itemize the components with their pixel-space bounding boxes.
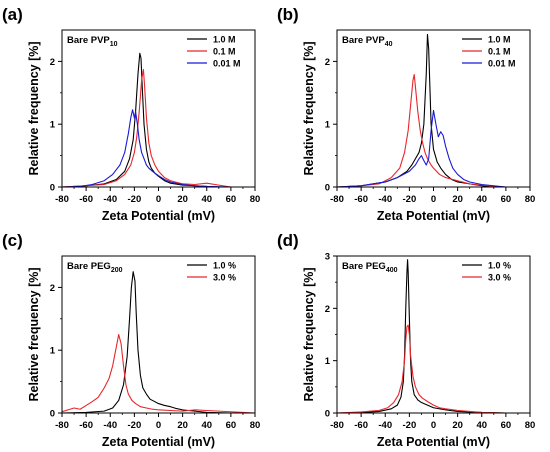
x-tick-label: -60 <box>79 194 93 205</box>
y-tick-label: 2 <box>325 304 330 315</box>
x-tick-label: 60 <box>226 194 237 205</box>
series-line-3-0 <box>337 324 530 413</box>
y-tick-label: 0 <box>325 183 330 194</box>
x-tick-label: -20 <box>128 194 142 205</box>
x-tick-label: 80 <box>250 420 261 431</box>
x-tick-label: 20 <box>452 194 463 205</box>
y-tick-label: 2 <box>325 57 330 68</box>
chart-title: Bare PEG400 <box>342 261 398 274</box>
x-tick-label: -80 <box>55 194 69 205</box>
series-line-0-01-M <box>337 109 530 187</box>
x-tick-label: 40 <box>476 194 487 205</box>
x-tick-label: 20 <box>177 420 188 431</box>
legend-label: 0.1 M <box>488 47 511 57</box>
series-line-3-0 <box>62 333 255 413</box>
chart-svg: (c) -80 -60 -40 -20 0 20 40 60 80 0 1 2 Zeta Potentia… <box>2 231 261 449</box>
legend-label: 1.0 M <box>213 35 236 45</box>
series-group <box>62 52 255 187</box>
chart-title: Bare PEG200 <box>67 261 123 274</box>
series-line-0-1-M <box>337 74 530 187</box>
x-tick-label: 60 <box>501 420 512 431</box>
x-tick-label: 20 <box>177 194 188 205</box>
y-tick-label: 1 <box>50 120 56 131</box>
x-tick-label: 80 <box>525 194 536 205</box>
legend-label: 0.01 M <box>213 59 241 69</box>
x-axis-label: Zeta Potential (mV) <box>377 435 490 449</box>
x-tick-label: -40 <box>378 420 392 431</box>
legend-label: 0.1 M <box>213 47 236 57</box>
chart-svg: (d) -80 -60 -40 -20 0 20 40 60 80 0 1 2 3 Zeta Potenti… <box>277 231 536 449</box>
panel-c: (c) -80 -60 -40 -20 0 20 40 60 80 0 1 2 Zeta Potentia… <box>0 226 275 452</box>
y-axis-label: Relative frequency [%] <box>27 41 41 175</box>
legend-label: 1.0 % <box>213 261 236 271</box>
legend-label: 1.0 M <box>488 35 511 45</box>
x-tick-label: -20 <box>403 420 417 431</box>
x-tick-label: 0 <box>431 420 436 431</box>
panel-label: (d) <box>277 231 299 250</box>
series-group <box>62 271 255 413</box>
y-tick-label: 0 <box>325 409 330 420</box>
series-line-1-0 <box>62 271 255 413</box>
series-line-0-1-M <box>62 69 255 187</box>
series-group <box>337 259 530 413</box>
chart-title: Bare PVP10 <box>67 35 118 48</box>
x-tick-label: 0 <box>431 194 436 205</box>
x-tick-label: -40 <box>103 420 117 431</box>
y-tick-label: 1 <box>325 120 331 131</box>
x-tick-label: 40 <box>201 194 212 205</box>
x-tick-label: 0 <box>156 194 161 205</box>
x-tick-label: -80 <box>330 194 344 205</box>
x-tick-label: -20 <box>128 420 142 431</box>
chart-svg: (b) -80 -60 -40 -20 0 20 40 60 80 0 1 2 Zeta Potentia… <box>277 5 536 223</box>
x-tick-label: 20 <box>452 420 463 431</box>
y-tick-label: 2 <box>50 283 55 294</box>
panel-label: (a) <box>2 5 23 24</box>
x-tick-label: 60 <box>226 420 237 431</box>
x-tick-label: 80 <box>525 420 536 431</box>
y-axis-label: Relative frequency [%] <box>302 267 316 401</box>
chart-title: Bare PVP40 <box>342 35 393 48</box>
y-tick-label: 2 <box>50 57 55 68</box>
x-tick-label: -80 <box>55 420 69 431</box>
x-tick-label: -20 <box>403 194 417 205</box>
x-tick-label: 40 <box>201 420 212 431</box>
panel-label: (c) <box>2 231 23 250</box>
panel-d: (d) -80 -60 -40 -20 0 20 40 60 80 0 1 2 3 Zeta Potenti… <box>275 226 550 452</box>
y-tick-label: 1 <box>325 356 331 367</box>
panel-b: (b) -80 -60 -40 -20 0 20 40 60 80 0 1 2 Zeta Potentia… <box>275 0 550 226</box>
series-line-0-01-M <box>62 109 255 187</box>
x-tick-label: -40 <box>103 194 117 205</box>
x-tick-label: 80 <box>250 194 261 205</box>
legend-label: 1.0 % <box>488 261 511 271</box>
x-axis-label: Zeta Potential (mV) <box>102 209 215 223</box>
y-axis-label: Relative frequency [%] <box>27 267 41 401</box>
y-tick-label: 0 <box>50 409 55 420</box>
x-tick-label: -40 <box>378 194 392 205</box>
y-axis-label: Relative frequency [%] <box>302 41 316 175</box>
series-line-1-0-M <box>62 52 255 187</box>
y-tick-label: 3 <box>325 252 330 263</box>
x-tick-label: 0 <box>156 420 161 431</box>
x-axis-label: Zeta Potential (mV) <box>377 209 490 223</box>
legend-label: 3.0 % <box>213 273 236 283</box>
x-tick-label: -60 <box>79 420 93 431</box>
legend-label: 3.0 % <box>488 273 511 283</box>
chart-svg: (a) -80 -60 -40 -20 0 20 40 60 80 0 1 2 Zeta Potentia… <box>2 5 261 223</box>
series-line-1-0 <box>337 259 530 413</box>
x-tick-label: -60 <box>354 194 368 205</box>
panel-label: (b) <box>277 5 299 24</box>
x-axis-label: Zeta Potential (mV) <box>102 435 215 449</box>
series-group <box>337 33 530 187</box>
x-tick-label: 60 <box>501 194 512 205</box>
panel-a: (a) -80 -60 -40 -20 0 20 40 60 80 0 1 2 Zeta Potentia… <box>0 0 275 226</box>
x-tick-label: -80 <box>330 420 344 431</box>
legend-label: 0.01 M <box>488 59 516 69</box>
x-tick-label: -60 <box>354 420 368 431</box>
y-tick-label: 1 <box>50 346 56 357</box>
x-tick-label: 40 <box>476 420 487 431</box>
y-tick-label: 0 <box>50 183 55 194</box>
